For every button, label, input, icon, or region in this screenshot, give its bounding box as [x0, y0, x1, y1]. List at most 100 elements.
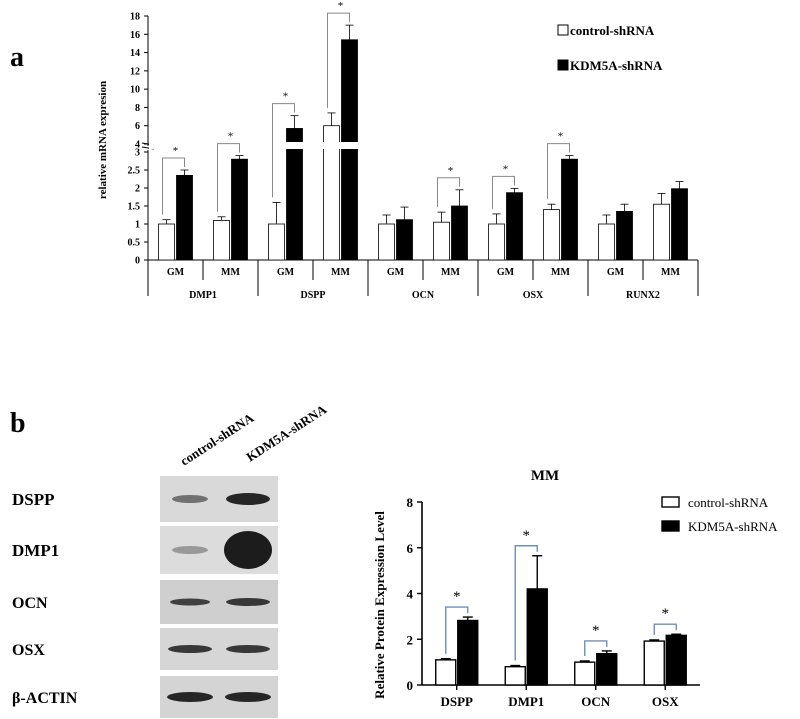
- mrna-bars: [149, 39, 698, 261]
- blot-band-kdm5a: [224, 531, 272, 569]
- protein-significance-bracket: [445, 606, 469, 654]
- western-blot: control-shRNA KDM5A-shRNA DSPP DMP1 OCN OSX…: [12, 401, 330, 718]
- blot-protein-label: OSX: [12, 642, 45, 659]
- mrna-bar-kdm5a: [671, 188, 688, 261]
- mrna-y-tick-label: 6: [135, 121, 140, 132]
- protein-significance-star: *: [592, 623, 600, 639]
- mrna-bar-control: [433, 221, 450, 261]
- blot-protein-label: DMP1: [12, 541, 59, 560]
- protein-significance-star: *: [523, 528, 531, 544]
- blot-protein-label: OCN: [12, 595, 48, 612]
- mrna-condition-label: MM: [551, 267, 570, 278]
- mrna-gene-label: RUNX2: [626, 290, 660, 301]
- protein-bar-kdm5a: [457, 619, 479, 686]
- protein-bar-chart: MM Relative Protein Expression Level 0 2 4…: [372, 468, 778, 709]
- mrna-bar-control: [378, 223, 395, 261]
- mrna-significance-star: *: [338, 0, 344, 12]
- mrna-significance-bracket: [492, 175, 515, 209]
- blot-band-control: [172, 495, 208, 503]
- mrna-y-axis-label: relative mRNA expresion: [97, 81, 109, 199]
- mrna-bar-control: [268, 223, 285, 261]
- blot-band-kdm5a: [226, 598, 270, 606]
- protein-significance-star: *: [662, 606, 670, 622]
- mrna-significance-bracket: [547, 143, 570, 200]
- mrna-bar-kdm5a: [176, 174, 193, 261]
- mrna-bar-kdm5a: [506, 192, 523, 261]
- mrna-bar-kdm5a: [341, 39, 358, 261]
- legend-swatch-kdm5a: [557, 59, 569, 71]
- protein-bar-control: [504, 666, 526, 686]
- panel-label-a: a: [10, 42, 24, 73]
- protein-y-tick-label: 4: [407, 587, 414, 602]
- panel-label-b: b: [10, 408, 26, 439]
- mrna-significance-star: *: [558, 131, 564, 143]
- protein-bar-control: [643, 640, 665, 686]
- mrna-significance-bracket: [272, 103, 295, 198]
- mrna-error-bars: [162, 24, 684, 224]
- blot-band-kdm5a: [226, 493, 270, 505]
- mrna-bar-kdm5a: [396, 219, 413, 261]
- protein-significance-brackets: * * * *: [445, 528, 677, 661]
- mrna-bar-control: [653, 203, 670, 261]
- protein-y-axis-label: Relative Protein Expression Level: [372, 511, 387, 699]
- mrna-significance-bracket: [217, 143, 240, 212]
- blot-lane-label-control: control-shRNA: [177, 410, 256, 469]
- legend-label-control: control-shRNA: [570, 23, 655, 38]
- protein-y-tick-label: 8: [407, 495, 414, 510]
- mrna-y-tick-label: 18: [130, 12, 140, 23]
- mrna-condition-label: GM: [497, 267, 515, 278]
- legend-swatch-control: [557, 24, 569, 36]
- mrna-y-tick-label: 0.5: [128, 238, 141, 249]
- protein-bar-control: [435, 659, 457, 686]
- blot-lane-label-kdm5a: KDM5A-shRNA: [243, 401, 329, 464]
- protein-error-bars: [440, 555, 682, 667]
- mrna-y-tick-label: 16: [130, 30, 140, 41]
- mrna-y-tick-label: 2.5: [128, 166, 141, 177]
- blot-protein-label: β-ACTIN: [12, 690, 78, 707]
- protein-category-label: DMP1: [508, 694, 544, 709]
- mrna-bar-control: [598, 223, 615, 261]
- mrna-y-tick-label: 2: [135, 184, 140, 195]
- mrna-y-tick-label: 1.5: [128, 202, 141, 213]
- mrna-condition-label: MM: [661, 267, 680, 278]
- protein-significance-bracket: [514, 545, 538, 661]
- mrna-condition-label: GM: [167, 267, 185, 278]
- protein-x-axis-labels: DSPP DMP1 OCN OSX: [441, 685, 679, 709]
- mrna-condition-label: MM: [331, 267, 350, 278]
- protein-y-tick-label: 0: [407, 678, 414, 693]
- protein-significance-bracket: [653, 623, 677, 635]
- mrna-bar-kdm5a: [451, 205, 468, 261]
- mrna-gene-label: DSPP: [301, 290, 326, 301]
- legend-swatch-kdm5a: [661, 520, 680, 532]
- protein-category-label: DSPP: [441, 694, 474, 709]
- protein-significance-bracket: [584, 640, 608, 656]
- mrna-bar-control: [213, 219, 230, 261]
- mrna-gene-label: OSX: [523, 290, 544, 301]
- mrna-significance-star: *: [173, 145, 179, 157]
- mrna-condition-label: GM: [277, 267, 295, 278]
- protein-y-tick-label: 6: [407, 541, 414, 556]
- legend-label-kdm5a: KDM5A-shRNA: [570, 58, 663, 73]
- mrna-significance-bracket: [327, 12, 350, 108]
- mrna-gene-label: DMP1: [189, 290, 217, 301]
- protein-y-tick-label: 2: [407, 632, 414, 647]
- mrna-y-tick-label: 8: [135, 103, 140, 114]
- mrna-significance-star: *: [448, 165, 454, 177]
- mrna-x-axis-labels: DMP1 DSPP OCN OSX RUNX2 GM MM GM MM GM MM GM MM GM MM: [147, 260, 699, 301]
- protein-bars: [435, 588, 687, 686]
- legend-swatch-control: [661, 496, 680, 508]
- mrna-y-tick-label: 10: [130, 85, 140, 96]
- blot-protein-label: DSPP: [12, 490, 55, 509]
- blot-band-control: [168, 645, 212, 653]
- blot-band-kdm5a: [226, 645, 270, 653]
- mrna-y-tick-label: 12: [130, 66, 140, 77]
- blot-band-control: [170, 598, 210, 606]
- mrna-significance-star: *: [283, 91, 289, 103]
- mrna-gene-label: OCN: [412, 290, 435, 301]
- protein-bar-kdm5a: [526, 588, 548, 686]
- blot-band-control: [172, 546, 208, 554]
- protein-legend: control-shRNA KDM5A-shRNA: [661, 495, 778, 534]
- blot-band-kdm5a: [225, 692, 271, 702]
- protein-category-label: OCN: [581, 694, 611, 709]
